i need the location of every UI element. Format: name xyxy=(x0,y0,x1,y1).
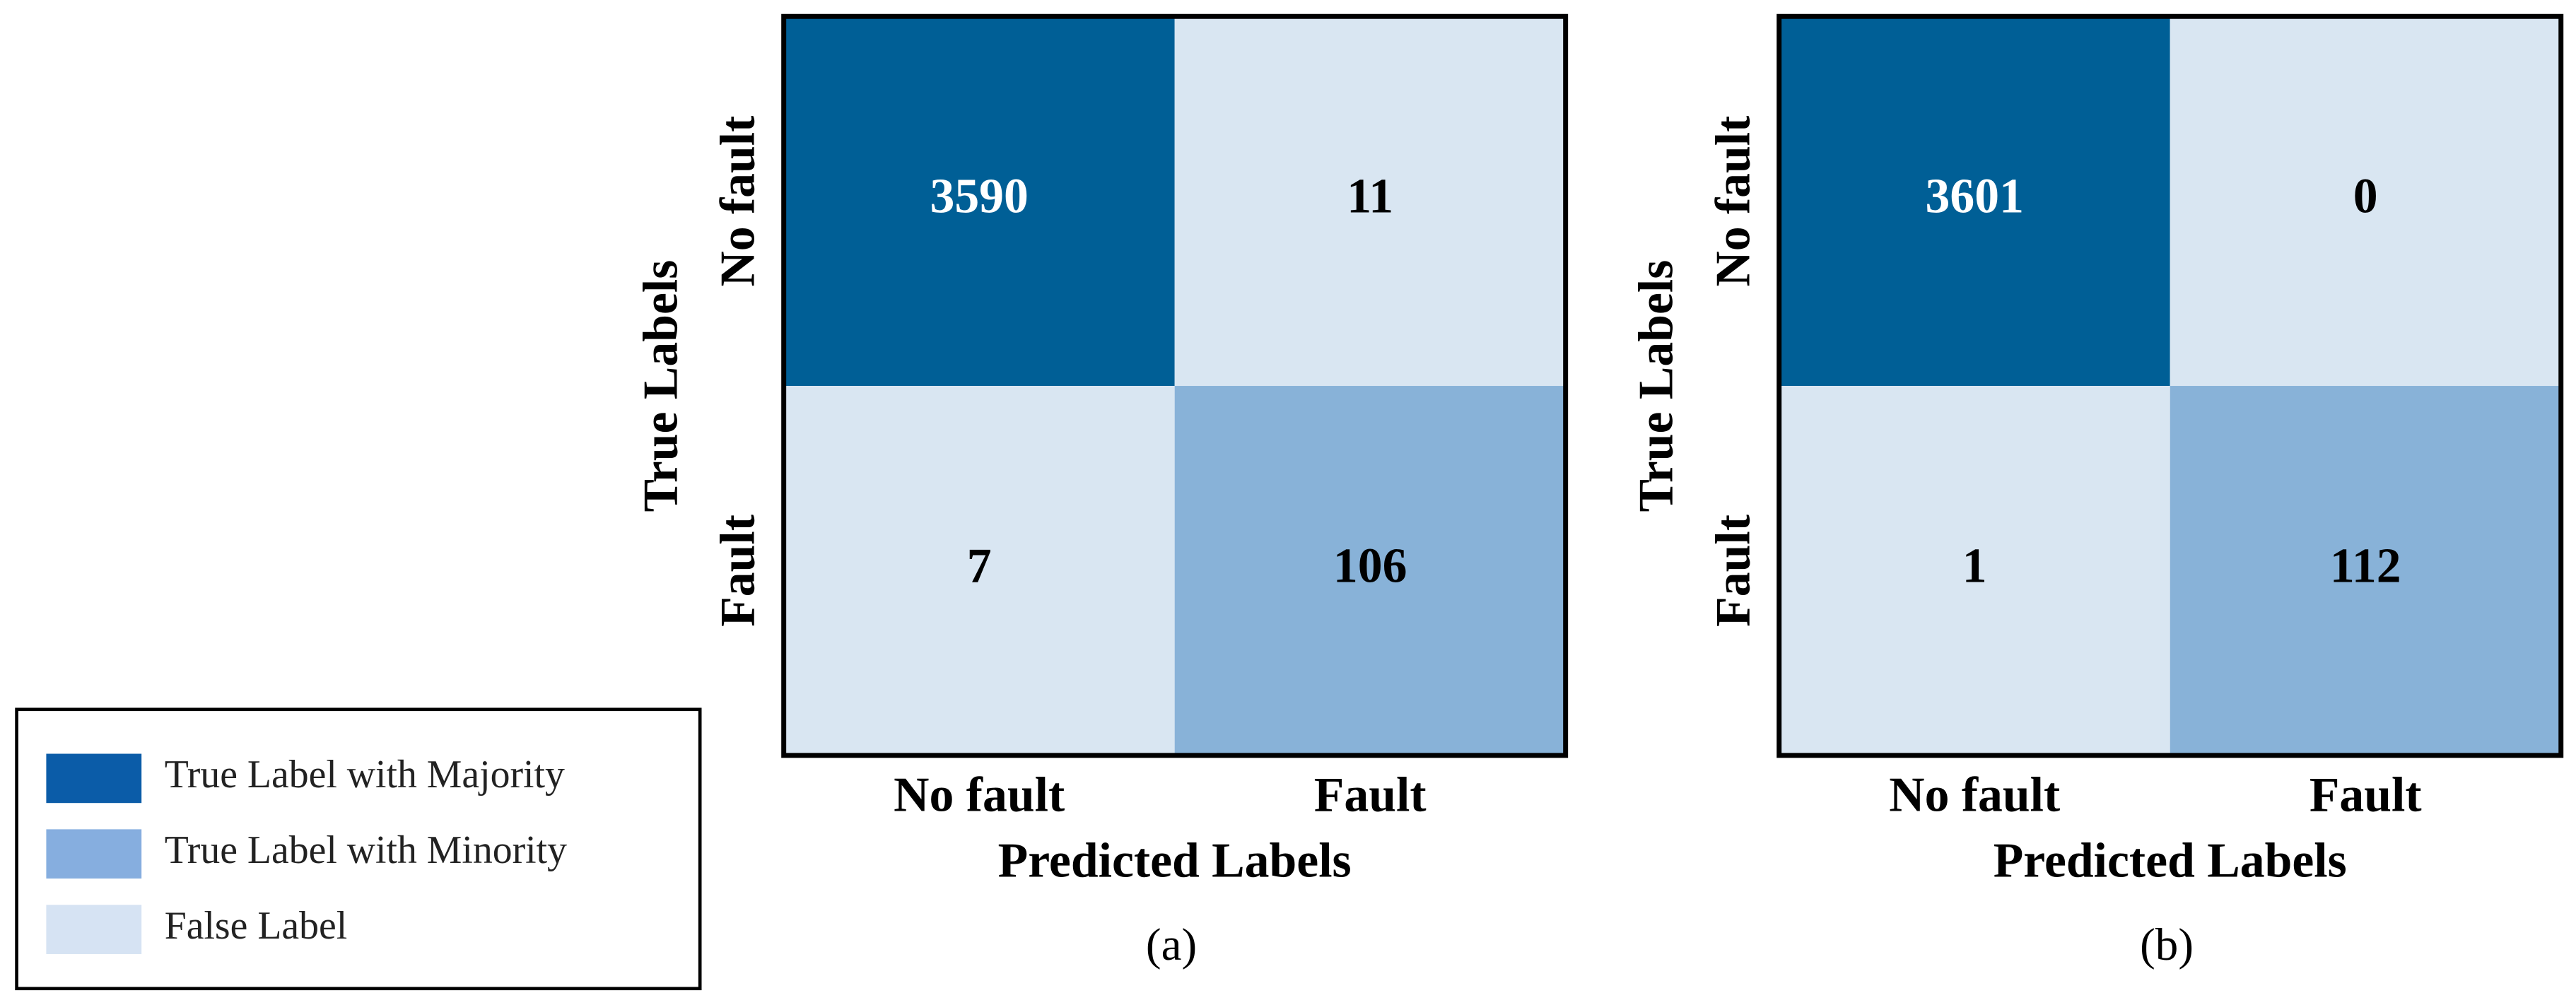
cell-label: 3601 xyxy=(1926,170,2024,224)
cell-label: 11 xyxy=(1347,170,1393,224)
cell xyxy=(2170,16,2561,387)
legend-swatch xyxy=(46,753,142,804)
cell xyxy=(2170,386,2561,756)
y-axis-label: True Labels xyxy=(633,260,688,512)
x-tick-label: Fault xyxy=(2309,768,2422,823)
cell xyxy=(1174,16,1566,387)
matrix-border xyxy=(1776,13,2564,758)
cell xyxy=(1174,386,1566,756)
cell xyxy=(783,386,1175,756)
y-tick-label: Fault xyxy=(711,515,766,627)
legend-swatch xyxy=(46,829,142,879)
cell xyxy=(1779,386,2170,756)
cell-label: 1 xyxy=(1962,539,1987,593)
legend-label: True Label with Minority xyxy=(165,828,567,872)
cell xyxy=(1779,16,2170,387)
cell xyxy=(783,16,1175,387)
cell-label: 3590 xyxy=(930,170,1028,224)
y-tick-label: Fault xyxy=(1706,515,1761,627)
cell-label: 7 xyxy=(967,539,992,593)
cell-label: 0 xyxy=(2353,170,2378,224)
legend-label: False Label xyxy=(165,904,348,948)
caption: (a) xyxy=(1146,919,1197,970)
x-tick-label: Fault xyxy=(1314,768,1427,823)
cell-label: 106 xyxy=(1333,539,1407,593)
caption: (b) xyxy=(2140,919,2194,970)
x-axis-label: Predicted Labels xyxy=(1994,834,2347,888)
legend-label: True Label with Majority xyxy=(165,753,565,797)
y-axis-label: True Labels xyxy=(1629,260,1683,512)
legend-swatch xyxy=(46,905,142,954)
x-axis-label: Predicted Labels xyxy=(998,834,1352,888)
matrix-border xyxy=(781,13,1569,758)
x-tick-label: No fault xyxy=(894,768,1065,823)
y-tick-label: No fault xyxy=(711,116,766,287)
y-tick-label: No fault xyxy=(1706,116,1761,287)
x-tick-label: No fault xyxy=(1889,768,2060,823)
cell-label: 112 xyxy=(2330,539,2401,593)
